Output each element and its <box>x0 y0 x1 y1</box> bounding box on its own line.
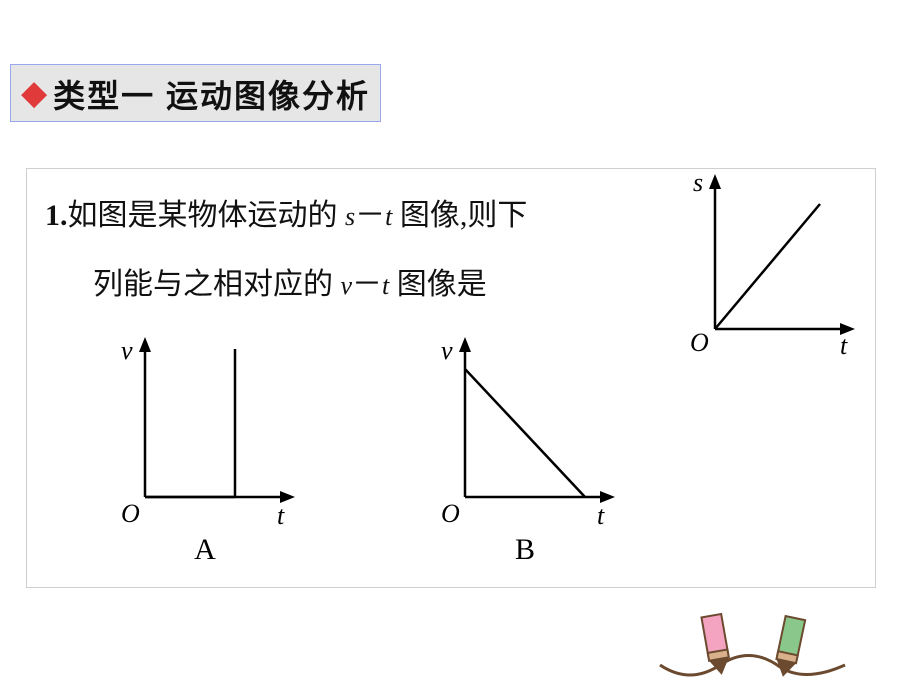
options-row: v O t A v O t B <box>95 329 857 567</box>
option-b-svg: v O t <box>415 329 635 529</box>
label-a: A <box>95 533 315 567</box>
section-title: 类型一 运动图像分析 <box>53 71 370 117</box>
option-a-svg: v O t <box>95 329 315 529</box>
a-origin: O <box>121 499 140 528</box>
a-y-label: v <box>121 336 133 365</box>
b-x-label: t <box>597 501 605 529</box>
var-s: s <box>345 202 355 231</box>
st-chart: s O t <box>675 169 865 364</box>
option-a: v O t A <box>95 329 315 567</box>
question-box: 1.如图是某物体运动的 s－t 图像,则下 列能与之相对应的 v－t 图像是 s… <box>26 168 876 588</box>
q-line2a: 列能与之相对应的 <box>93 268 341 301</box>
a-x-label: t <box>277 501 285 529</box>
b-y-label: v <box>441 336 453 365</box>
section-header: ◆ 类型一 运动图像分析 <box>10 64 381 122</box>
question-number: 1. <box>45 199 68 232</box>
dash2: － <box>352 268 382 301</box>
st-y-label: s <box>693 169 703 197</box>
diamond-icon: ◆ <box>21 77 47 111</box>
option-b: v O t B <box>415 329 635 567</box>
var-v: v <box>341 271 353 300</box>
q-line2b: 图像是 <box>389 268 487 301</box>
label-b: B <box>415 533 635 567</box>
st-origin: O <box>690 328 709 357</box>
dash1: － <box>355 199 385 232</box>
pencils-decoration <box>650 595 850 690</box>
pencils-svg <box>650 595 850 685</box>
q-line1a: 如图是某物体运动的 <box>68 199 346 232</box>
q-line1b: 图像,则下 <box>392 199 527 232</box>
st-chart-svg: s O t <box>675 169 865 359</box>
b-origin: O <box>441 499 460 528</box>
st-x-label: t <box>840 331 848 359</box>
